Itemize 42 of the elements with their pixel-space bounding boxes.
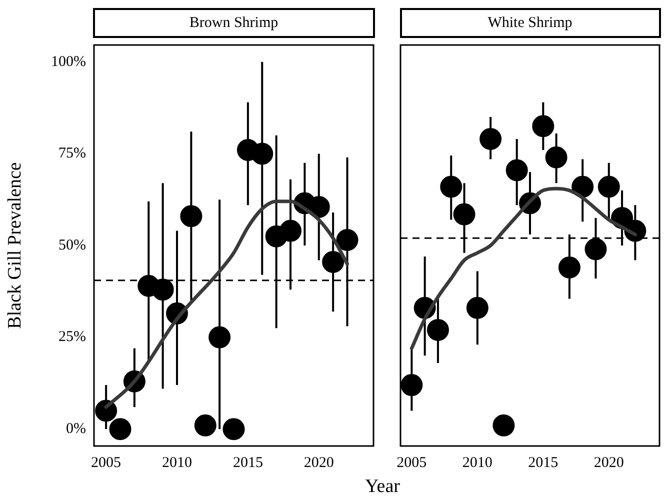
y-axis-title: Black Gill Prevalence bbox=[4, 162, 26, 329]
point bbox=[251, 142, 274, 165]
y-tick-label: 0% bbox=[66, 421, 86, 438]
x-tick-label: 2020 bbox=[594, 454, 624, 471]
point bbox=[506, 159, 528, 182]
y-tick-label: 100% bbox=[51, 54, 86, 70]
x-tick-label: 2010 bbox=[462, 454, 492, 471]
chart-title: White Shrimp bbox=[400, 8, 660, 38]
x-tick-label: 2015 bbox=[528, 454, 558, 471]
point bbox=[598, 176, 620, 198]
point bbox=[194, 414, 216, 436]
y-tick-label: 50% bbox=[58, 237, 86, 254]
x-axis-title: Year bbox=[364, 476, 401, 498]
point bbox=[572, 176, 594, 198]
y-tick-label: 75% bbox=[58, 146, 86, 162]
point bbox=[280, 220, 302, 242]
point bbox=[109, 418, 132, 440]
point bbox=[180, 205, 202, 228]
point bbox=[558, 256, 580, 279]
point bbox=[152, 278, 174, 301]
point bbox=[95, 400, 118, 422]
point bbox=[322, 251, 344, 274]
x-tick-label: 2005 bbox=[396, 454, 427, 471]
point bbox=[222, 418, 245, 440]
x-tick-label: 2010 bbox=[162, 454, 192, 471]
point bbox=[545, 146, 568, 168]
point bbox=[492, 414, 515, 436]
point bbox=[336, 228, 358, 251]
point bbox=[400, 374, 423, 396]
point bbox=[584, 238, 607, 260]
y-tick-label: 25% bbox=[58, 329, 86, 346]
point bbox=[208, 326, 231, 348]
point bbox=[440, 176, 462, 198]
point bbox=[453, 203, 476, 226]
x-tick-label: 2020 bbox=[304, 454, 334, 471]
point bbox=[532, 115, 554, 138]
point bbox=[480, 128, 502, 150]
chart-title: Brown Shrimp bbox=[93, 8, 374, 38]
x-tick-label: 2005 bbox=[91, 454, 122, 471]
x-tick-label: 2015 bbox=[232, 454, 263, 471]
point bbox=[466, 296, 488, 319]
point bbox=[426, 318, 449, 341]
